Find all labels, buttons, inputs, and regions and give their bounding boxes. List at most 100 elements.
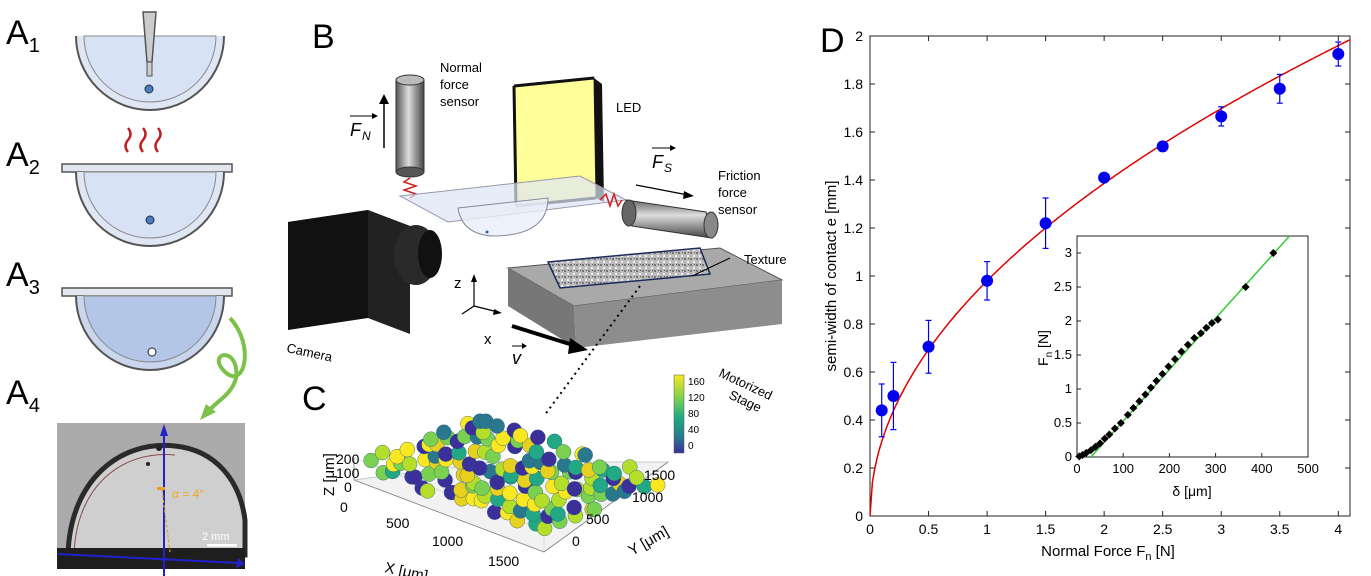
inset-data-point xyxy=(1123,410,1132,419)
inset-data-point xyxy=(1170,355,1179,364)
data-point xyxy=(981,274,994,287)
texture-surface xyxy=(546,247,712,289)
inset-data-point xyxy=(1110,424,1119,433)
inset-data-point xyxy=(1135,397,1144,406)
inset-data-point xyxy=(1202,323,1211,332)
x-tick-1000: 1000 xyxy=(432,533,463,549)
sphere xyxy=(606,465,622,482)
colorbar-tick-label: 40 xyxy=(688,425,700,436)
scale-bar-label: 2 mm xyxy=(202,531,230,543)
panel-label-a3: A3 xyxy=(6,256,40,299)
inset-x-tick-label: 200 xyxy=(1159,461,1181,476)
x-tick-label: 3.5 xyxy=(1270,521,1290,537)
sphere xyxy=(541,451,557,467)
z-axis-label: Z [μm] xyxy=(321,453,338,496)
panel-label-a1: A1 xyxy=(6,14,40,57)
power-fit-curve xyxy=(869,39,1351,517)
sphere xyxy=(374,444,391,461)
inset-x-label: δ [μm] xyxy=(1172,483,1211,499)
axis-z-label: z xyxy=(454,275,462,292)
sphere xyxy=(530,429,546,445)
y-tick-label: 0 xyxy=(855,508,863,524)
sphere xyxy=(502,485,518,501)
panel-label-d: D xyxy=(820,22,845,60)
panel-label-b: B xyxy=(312,18,335,56)
baseline-line xyxy=(56,553,241,564)
sphere xyxy=(546,433,563,450)
sphere xyxy=(650,477,666,493)
sphere xyxy=(489,474,505,490)
friction-force-sensor xyxy=(625,199,713,239)
inset-y-label: Fn [N] xyxy=(1035,330,1055,366)
inset-plot-frame xyxy=(1076,235,1309,458)
x-tick-0: 0 xyxy=(340,499,348,515)
inset-x-tick-label: 100 xyxy=(1112,461,1134,476)
friction-sensor-label-3: sensor xyxy=(718,202,758,217)
sphere xyxy=(534,493,550,509)
normal-sensor-label-2: force xyxy=(440,77,469,92)
sphere xyxy=(586,501,602,517)
inset-data-point xyxy=(1164,362,1173,371)
y-tick-label: 1.2 xyxy=(844,220,864,236)
inset-y-tick-label: 1.5 xyxy=(1054,347,1072,362)
data-point xyxy=(1098,171,1111,184)
led-label: LED xyxy=(616,100,641,115)
x-tick-500: 500 xyxy=(386,515,410,531)
y-tick-label: 2 xyxy=(855,28,863,44)
scale-bar xyxy=(207,544,237,547)
inset-y-tick-label: 0 xyxy=(1065,449,1072,464)
x-tick-label: 1.5 xyxy=(1036,521,1056,537)
inset-data-point xyxy=(1146,383,1155,392)
colorbar-tick-label: 0 xyxy=(688,441,694,452)
panel-a3-drawing xyxy=(61,287,233,371)
inset-data-point xyxy=(1213,315,1222,324)
inset-data-point xyxy=(1152,376,1161,385)
x-tick-label: 0 xyxy=(866,521,874,537)
panel-a2-drawing xyxy=(61,163,233,247)
inset-data-point xyxy=(1207,319,1216,328)
sphere xyxy=(419,483,436,499)
y-tick-label: 1.6 xyxy=(844,124,864,140)
sphere xyxy=(568,459,584,476)
x-axis-label: X [μm] xyxy=(383,559,429,576)
sphere xyxy=(474,480,490,496)
fs-symbol: F xyxy=(652,152,664,172)
sphere xyxy=(550,506,566,522)
y-tick-500: 500 xyxy=(586,511,610,527)
sphere xyxy=(591,459,608,475)
friction-sensor-label-1: Friction xyxy=(718,168,761,183)
axis-x-label: x xyxy=(484,331,492,348)
panel-a4-photo: α = 4° 2 mm xyxy=(56,423,248,576)
sphere xyxy=(628,470,645,486)
inset-y-tick-label: 2 xyxy=(1065,313,1072,328)
inset-x-tick-label: 500 xyxy=(1297,461,1319,476)
inset-y-tick-label: 0.5 xyxy=(1054,415,1072,430)
x-tick-label: 4 xyxy=(1334,521,1342,537)
colorbar xyxy=(673,374,685,454)
colorbar-tick-label: 80 xyxy=(688,409,700,420)
x-tick-label: 2.5 xyxy=(1153,521,1173,537)
data-point xyxy=(1273,82,1286,95)
inset-data-point xyxy=(1129,404,1138,413)
inset-y-tick-label: 1 xyxy=(1065,381,1072,396)
x-tick-label: 2 xyxy=(1100,521,1108,537)
y-tick-label: 1.8 xyxy=(844,76,864,92)
panel-d-chart: 0 0.5 1 1.5 2 2.5 3 3.5 4 0 0.2 0.4 0.6 0.8 1 1.2 1.4 1.6… xyxy=(823,28,1351,563)
inset-data-point xyxy=(1196,329,1205,338)
sphere xyxy=(472,460,488,476)
inset-axis-ticks: 0 100 200 300 400 500 0 0.5 1 1.5 2 2.5 3 xyxy=(1054,245,1319,476)
z-tick-200: 200 xyxy=(336,451,360,467)
data-point xyxy=(1039,217,1052,230)
y-tick-1500: 1500 xyxy=(644,467,675,483)
friction-sensor-label-2: force xyxy=(718,185,747,200)
data-point xyxy=(1156,140,1169,153)
sphere xyxy=(577,447,593,463)
x-tick-label: 1 xyxy=(983,521,991,537)
inset-x-tick-label: 300 xyxy=(1205,461,1227,476)
y-tick-0: 0 xyxy=(572,533,580,549)
y-tick-label: 0.2 xyxy=(844,460,864,476)
z-tick-0: 0 xyxy=(344,479,352,495)
sphere xyxy=(553,475,570,492)
sphere xyxy=(423,431,439,447)
